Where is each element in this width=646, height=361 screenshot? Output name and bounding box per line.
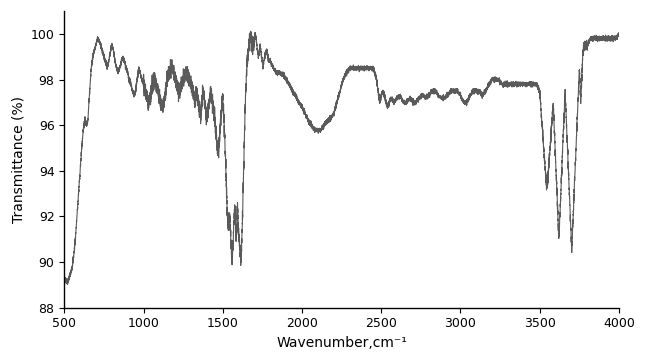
X-axis label: Wavenumber,cm⁻¹: Wavenumber,cm⁻¹: [276, 336, 407, 350]
Y-axis label: Transmittance (%): Transmittance (%): [11, 96, 25, 223]
